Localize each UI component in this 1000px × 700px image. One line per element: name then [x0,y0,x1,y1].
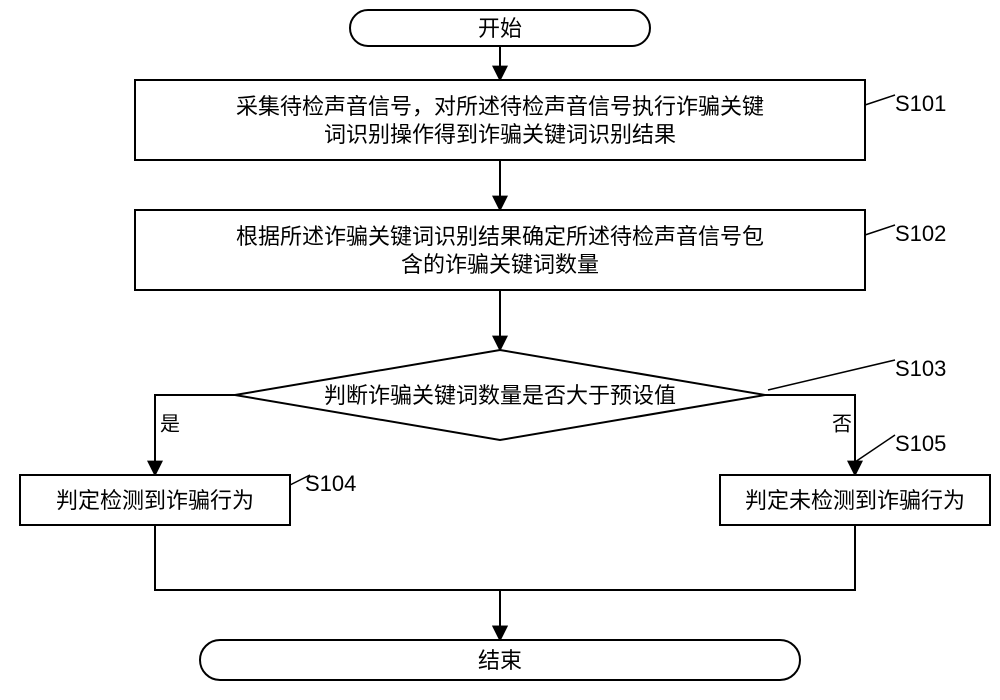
s105-tag: S105 [895,431,946,456]
leader-2 [768,360,895,390]
leader-1 [865,225,895,235]
process-s101 [135,80,865,160]
s102-tag: S102 [895,221,946,246]
flowchart: 开始采集待检声音信号，对所述待检声音信号执行诈骗关键词识别操作得到诈骗关键词识别… [0,0,1000,700]
s102-line-1: 含的诈骗关键词数量 [401,252,599,277]
s104-line-0: 判定检测到诈骗行为 [56,488,254,513]
s103-tag: S103 [895,356,946,381]
s101-tag: S101 [895,91,946,116]
edge-5 [155,525,500,640]
edge-6 [500,525,855,640]
s102-line-0: 根据所述诈骗关键词识别结果确定所述待检声音信号包 [236,224,764,249]
process-s102 [135,210,865,290]
s101-line-0: 采集待检声音信号，对所述待检声音信号执行诈骗关键 [236,94,764,119]
leader-0 [865,95,895,105]
s103-label: 判断诈骗关键词数量是否大于预设值 [324,383,676,408]
end-label: 结束 [478,648,522,673]
edge-3-label: 是 [160,413,180,435]
s104-tag: S104 [305,471,356,496]
leader-4 [855,435,895,462]
edge-4-label: 否 [832,413,852,435]
s101-line-1: 词识别操作得到诈骗关键词识别结果 [324,122,676,147]
s105-line-0: 判定未检测到诈骗行为 [745,488,965,513]
start-label: 开始 [478,16,522,41]
